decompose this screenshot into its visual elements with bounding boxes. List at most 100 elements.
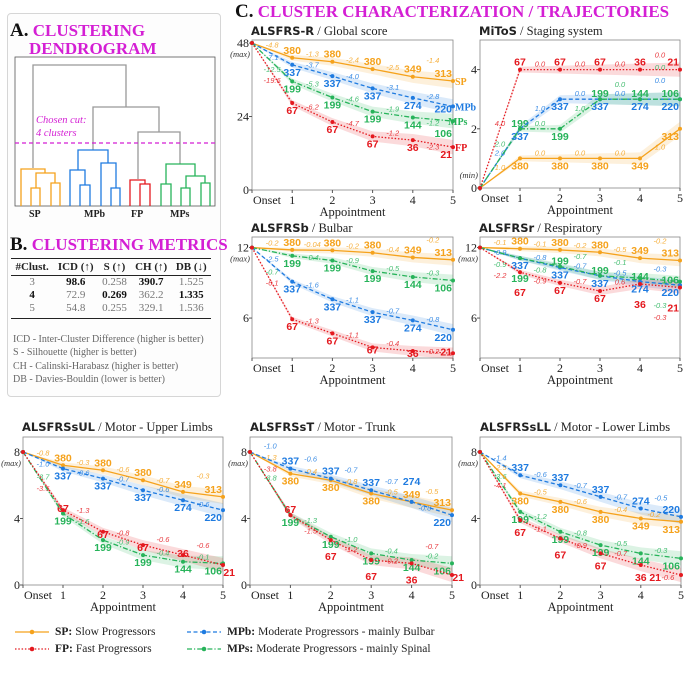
x-tick-label: 5 bbox=[677, 191, 683, 205]
y-tick-label: 6 bbox=[243, 311, 249, 325]
count-label-mpb: 337 bbox=[94, 481, 112, 493]
delta-label-fp: -1.2 bbox=[345, 545, 359, 554]
col-header-ch: CH (↑) bbox=[130, 258, 172, 276]
count-label-sp: 349 bbox=[404, 244, 422, 256]
y-tick-label: 8 bbox=[241, 445, 247, 459]
series-line-sp bbox=[251, 42, 454, 82]
data-point-mpb bbox=[370, 310, 375, 315]
data-point-fp bbox=[558, 67, 562, 72]
x-tick-label: Onset bbox=[253, 193, 282, 207]
delta-label-mpb: -0.7 bbox=[574, 481, 588, 490]
data-point-fp bbox=[450, 573, 454, 578]
delta-label-fp: -0.9 bbox=[574, 541, 588, 550]
legend-item-sp: SP: Slow Progressors bbox=[14, 626, 155, 638]
count-label-sp: 349 bbox=[632, 520, 650, 532]
data-point-mps bbox=[598, 273, 602, 278]
y-tick-label: 0 bbox=[471, 181, 477, 195]
delta-label-sp: -0.8 bbox=[345, 477, 359, 486]
delta-label-sp: -4.8 bbox=[266, 40, 280, 49]
data-point-mpb bbox=[330, 297, 335, 302]
data-point-sp bbox=[221, 494, 225, 499]
x-tick-label: 1 bbox=[289, 193, 295, 207]
metrics-cell-ch: 390.7 bbox=[138, 276, 164, 288]
data-point-mps bbox=[558, 529, 563, 534]
metrics-cell-s: 0.258 bbox=[102, 276, 127, 288]
count-label-mpb: 220 bbox=[434, 103, 452, 115]
data-point-fp bbox=[410, 138, 415, 143]
y-tick-label: 4 bbox=[471, 63, 477, 77]
delta-label-sp: -0.2 bbox=[647, 510, 661, 519]
y-tick-label: 8 bbox=[14, 445, 20, 459]
data-point-sp bbox=[638, 516, 643, 521]
count-label-fp: 67 bbox=[327, 124, 339, 136]
count-label-sp: 380 bbox=[283, 45, 301, 57]
data-point-mps bbox=[141, 553, 145, 558]
data-point-mpb bbox=[370, 86, 375, 91]
delta-label-sp: 1.0 bbox=[495, 163, 506, 172]
data-point-fp bbox=[290, 317, 295, 322]
y-tick-label: 4 bbox=[471, 511, 477, 525]
delta-label-sp: -1.4 bbox=[426, 56, 439, 65]
data-point-mps bbox=[518, 126, 522, 131]
count-label-sp: 349 bbox=[403, 489, 421, 501]
data-point-fp bbox=[221, 563, 225, 568]
data-point-sp bbox=[678, 258, 682, 263]
delta-label-mps: -0.5 bbox=[386, 264, 400, 273]
data-point-mps bbox=[638, 551, 643, 556]
delta-label-sp: -0.4 bbox=[614, 505, 627, 514]
count-label-sp: 349 bbox=[631, 160, 649, 172]
delta-label-sp: -2.5 bbox=[494, 463, 508, 472]
count-label-fp: 67 bbox=[514, 527, 526, 539]
delta-label-sp: -0.3 bbox=[197, 471, 211, 480]
series-line-sp bbox=[249, 451, 453, 511]
count-label-fp: 67 bbox=[367, 344, 379, 356]
legend-key: FP: bbox=[55, 643, 73, 655]
legend-desc: Moderate Progressors - mainly Bulbar bbox=[258, 626, 435, 638]
count-label-sp: 380 bbox=[54, 452, 72, 464]
chart-labels: 380 -2.5 380 -0.5 380 -0.6 349 -0.4 313-0.2 337 -1… bbox=[494, 454, 681, 584]
y-max-label: (max) bbox=[458, 458, 478, 468]
delta-label-mpb: -0.8 bbox=[534, 253, 548, 262]
confidence-band-fp bbox=[480, 247, 680, 296]
delta-label-fp: 0.6 bbox=[615, 278, 626, 287]
data-point-mps bbox=[598, 97, 602, 102]
note-db: DB - Davies-Bouldin (lower is better) bbox=[13, 373, 165, 385]
chart-labels: 380-0.1 380-0.1 380-0.2 349-0.5 313-0.2337-0… bbox=[494, 236, 680, 322]
count-label-sp: 349 bbox=[404, 64, 422, 76]
metrics-cell-icd: 54.8 bbox=[53, 302, 99, 319]
metrics-cell-k: 5 bbox=[11, 302, 54, 319]
chart-title-bold: ALSFRS-R bbox=[251, 24, 315, 38]
metrics-cell-ch: 362.2 bbox=[138, 289, 164, 301]
count-label-mpb: 337 bbox=[364, 90, 382, 102]
confidence-band-fp bbox=[480, 451, 681, 583]
data-point-mpb bbox=[328, 476, 333, 481]
chart-labels: 380-0.2 380-0.04 380-0.2 349-0.4 313-0.2337-… bbox=[266, 236, 453, 360]
delta-label-mps: -0.9 bbox=[117, 538, 131, 547]
delta-label-mpb: -1.0 bbox=[264, 441, 278, 450]
count-label-sp: 380 bbox=[364, 240, 382, 252]
count-label-mps: 199 bbox=[551, 255, 569, 267]
data-point-mps bbox=[369, 551, 374, 556]
data-point-fp bbox=[598, 551, 603, 556]
count-label-sp: 380 bbox=[551, 237, 569, 249]
data-point-mps bbox=[638, 276, 642, 281]
x-axis-label: Appointment bbox=[548, 600, 614, 614]
count-label-fp: 67 bbox=[286, 105, 298, 117]
x-tick-label: 1 bbox=[517, 588, 523, 602]
chart-title-bold: ALSFRSb bbox=[251, 221, 309, 235]
data-point-mpb bbox=[409, 499, 414, 504]
count-label-sp: 380 bbox=[282, 476, 300, 488]
count-label-mps: 199 bbox=[551, 131, 569, 143]
data-point-mps bbox=[451, 119, 455, 124]
col-header-s: S (↑) bbox=[98, 258, 131, 276]
delta-label-mps: -0.8 bbox=[534, 265, 548, 274]
x-tick-label: 2 bbox=[329, 193, 335, 207]
metrics-header-row: #Clust. ICD (↑) S (↑) CH (↑) DB (↓) bbox=[11, 258, 211, 276]
metrics-cell-db: 1.335 bbox=[178, 289, 204, 301]
count-label-mps: 199 bbox=[511, 273, 529, 285]
delta-label-mpb: -7.1 bbox=[266, 53, 279, 62]
delta-label-mpb: -0.5 bbox=[654, 494, 668, 503]
metrics-row: 5 54.8 0.255 329.1 1.536 bbox=[11, 302, 211, 319]
data-point-fp bbox=[290, 101, 295, 106]
